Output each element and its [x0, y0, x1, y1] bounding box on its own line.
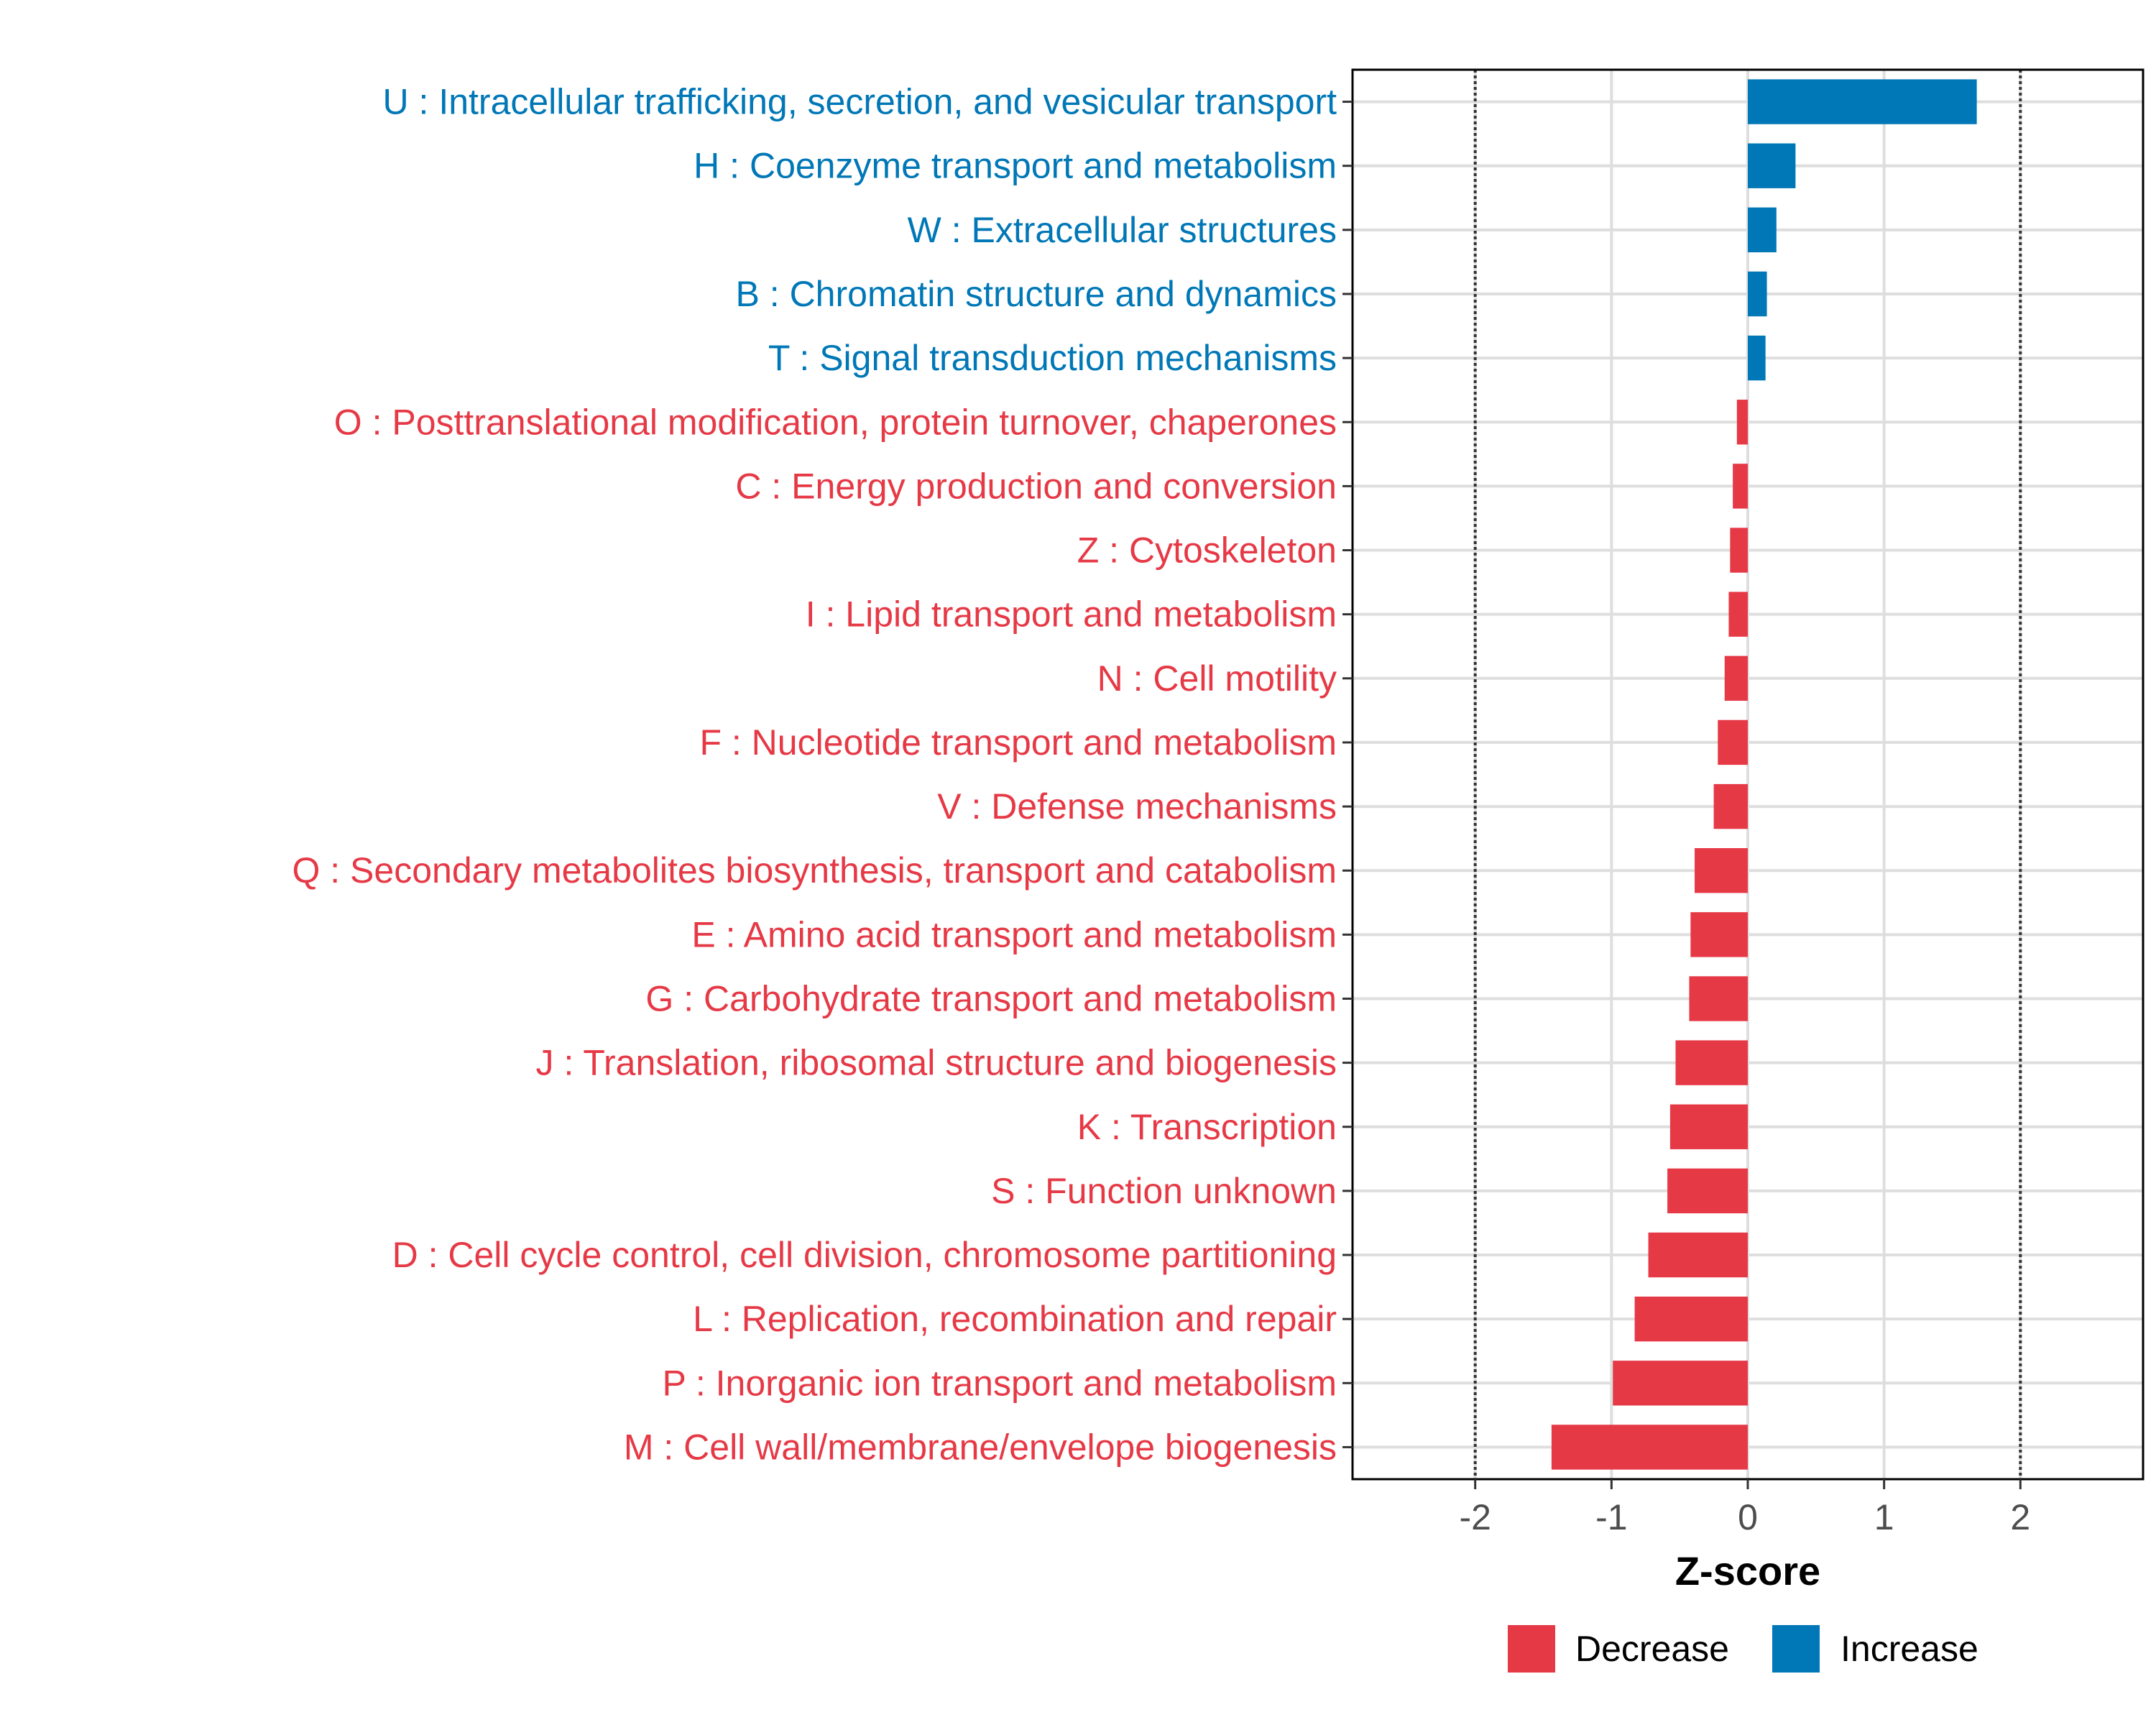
x-axis-title: Z-score [1675, 1548, 1820, 1593]
bar [1551, 1425, 1748, 1470]
y-tick-label: G : Carbohydrate transport and metabolis… [645, 978, 1337, 1018]
y-tick-label: K : Transcription [1077, 1107, 1337, 1147]
bar [1730, 528, 1748, 573]
bar [1728, 592, 1748, 637]
y-tick-label: B : Chromatin structure and dynamics [736, 274, 1337, 314]
bar [1713, 783, 1748, 829]
bar [1695, 848, 1748, 893]
y-tick-label: V : Defense mechanisms [937, 786, 1337, 827]
legend-swatch [1772, 1625, 1820, 1673]
bar [1733, 464, 1748, 509]
bar [1675, 1040, 1748, 1085]
legend-label: Decrease [1575, 1629, 1729, 1669]
y-tick-label: M : Cell wall/membrane/envelope biogenes… [624, 1427, 1337, 1467]
y-tick-label: H : Coenzyme transport and metabolism [694, 146, 1337, 186]
bar [1748, 335, 1766, 381]
bar [1667, 1168, 1748, 1214]
bar [1748, 143, 1796, 188]
bar [1718, 719, 1748, 765]
y-tick-label: T : Signal transduction mechanisms [768, 338, 1337, 378]
legend: Decrease Increase [1508, 1625, 1978, 1673]
bar [1748, 79, 1977, 124]
y-tick-label: U : Intracellular trafficking, secretion… [383, 82, 1337, 122]
y-tick-label: F : Nucleotide transport and metabolism [699, 722, 1337, 763]
y-tick-label: C : Energy production and conversion [735, 466, 1337, 506]
x-tick-label: 0 [1738, 1497, 1758, 1537]
x-tick-label: -1 [1595, 1497, 1627, 1537]
bar-layer [1551, 79, 1977, 1470]
y-tick-label: Q : Secondary metabolites biosynthesis, … [292, 850, 1337, 891]
bar [1634, 1296, 1748, 1342]
axes: U : Intracellular trafficking, secretion… [292, 82, 2030, 1537]
legend-swatch [1508, 1625, 1555, 1673]
y-tick-label: Z : Cytoskeleton [1077, 530, 1337, 571]
bar [1748, 271, 1767, 317]
bar [1736, 400, 1748, 445]
bar [1613, 1361, 1748, 1406]
bar [1669, 1104, 1748, 1149]
bar [1648, 1232, 1748, 1278]
y-tick-label: O : Posttranslational modification, prot… [334, 402, 1337, 442]
y-tick-label: J : Translation, ribosomal structure and… [536, 1043, 1337, 1083]
bar [1724, 656, 1748, 701]
y-tick-label: E : Amino acid transport and metabolism [691, 914, 1337, 954]
y-tick-label: P : Inorganic ion transport and metaboli… [663, 1363, 1337, 1403]
y-tick-label: I : Lipid transport and metabolism [806, 594, 1337, 635]
y-tick-label: N : Cell motility [1097, 658, 1337, 699]
bar [1689, 976, 1748, 1021]
y-tick-label: W : Extracellular structures [908, 210, 1337, 250]
y-tick-label: S : Function unknown [991, 1171, 1337, 1211]
x-tick-label: -2 [1459, 1497, 1491, 1537]
y-tick-label: D : Cell cycle control, cell division, c… [392, 1235, 1337, 1275]
legend-label: Increase [1841, 1629, 1978, 1669]
bar [1748, 207, 1777, 253]
reference-lines [1473, 70, 2022, 1479]
bar [1690, 912, 1748, 957]
x-tick-label: 2 [2010, 1497, 2030, 1537]
y-tick-label: L : Replication, recombination and repai… [693, 1299, 1337, 1339]
x-tick-label: 1 [1874, 1497, 1894, 1537]
